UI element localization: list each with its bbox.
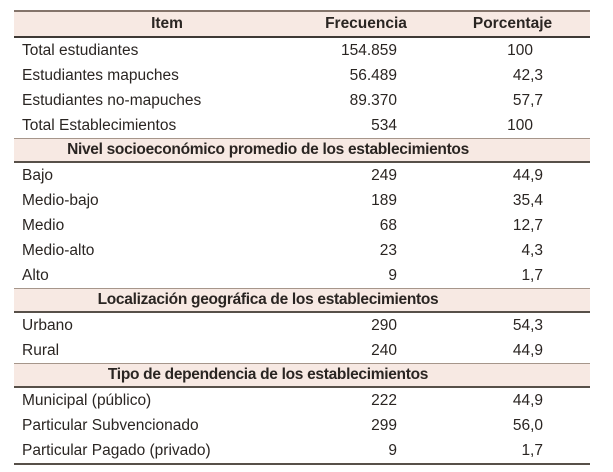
item-cell: Rural	[22, 342, 60, 359]
frequency-cell: 89.370	[349, 92, 397, 109]
percentage-cell: 44,9	[512, 167, 543, 184]
table-row: Urbano 290 54,3	[14, 313, 590, 338]
item-cell: Total estudiantes	[22, 42, 139, 59]
section-header-geographic-location: Localización geográfica de los estableci…	[14, 288, 590, 313]
column-header-percentage: Porcentaje	[472, 15, 553, 32]
frequency-cell: 534	[371, 117, 397, 134]
item-cell: Urbano	[22, 317, 73, 334]
column-header-row: Item Frecuencia Porcentaje	[14, 12, 590, 38]
table-row: Total estudiantes 154.859 100	[14, 38, 590, 63]
table-row: Estudiantes no-mapuches 89.370 57,7	[14, 88, 590, 113]
frequency-cell: 240	[371, 342, 397, 359]
percentage-cell: 57,7	[512, 92, 543, 109]
percentage-cell: 100	[507, 42, 533, 59]
frequency-cell: 68	[379, 217, 397, 234]
descriptive-statistics-table: Item Frecuencia Porcentaje Total estudia…	[14, 10, 590, 465]
item-cell: Estudiantes mapuches	[22, 67, 179, 84]
frequency-cell: 299	[371, 417, 397, 434]
table-row: Total Establecimientos 534 100	[14, 113, 590, 138]
table-row: Alto 9 1,7	[14, 263, 590, 288]
percentage-cell: 4,3	[521, 242, 543, 259]
frequency-cell: 290	[371, 317, 397, 334]
item-cell: Medio-bajo	[22, 192, 99, 209]
percentage-cell: 44,9	[512, 342, 543, 359]
percentage-cell: 44,9	[512, 392, 543, 409]
percentage-cell: 12,7	[512, 217, 543, 234]
percentage-cell: 35,4	[512, 192, 543, 209]
percentage-cell: 100	[507, 117, 533, 134]
frequency-cell: 56.489	[349, 67, 397, 84]
section-header-socioeconomic-level: Nivel socioeconómico promedio de los est…	[14, 138, 590, 163]
table-row: Bajo 249 44,9	[14, 163, 590, 188]
table-row: Particular Subvencionado 299 56,0	[14, 413, 590, 438]
item-cell: Particular Subvencionado	[22, 417, 199, 434]
percentage-cell: 56,0	[512, 417, 543, 434]
item-cell: Medio	[22, 217, 65, 234]
column-header-frequency: Frecuencia	[325, 15, 407, 32]
item-cell: Alto	[22, 267, 49, 284]
frequency-cell: 222	[371, 392, 397, 409]
percentage-cell: 1,7	[521, 442, 543, 459]
frequency-cell: 9	[388, 442, 397, 459]
item-cell: Medio-alto	[22, 242, 95, 259]
table-row: Rural 240 44,9	[14, 338, 590, 363]
table-row: Municipal (público) 222 44,9	[14, 388, 590, 413]
frequency-cell: 154.859	[340, 42, 397, 59]
table-row: Medio-bajo 189 35,4	[14, 188, 590, 213]
table-row: Estudiantes mapuches 56.489 42,3	[14, 63, 590, 88]
column-header-item: Item	[151, 15, 183, 32]
item-cell: Total Establecimientos	[22, 117, 177, 134]
frequency-cell: 189	[371, 192, 397, 209]
section-header-dependency-type: Tipo de dependencia de los establecimien…	[14, 363, 590, 388]
percentage-cell: 42,3	[512, 67, 543, 84]
frequency-cell: 9	[388, 267, 397, 284]
frequency-cell: 23	[379, 242, 397, 259]
item-cell: Particular Pagado (privado)	[22, 442, 211, 459]
frequency-cell: 249	[371, 167, 397, 184]
percentage-cell: 1,7	[521, 267, 543, 284]
item-cell: Municipal (público)	[22, 392, 152, 409]
table-row: Particular Pagado (privado) 9 1,7	[14, 438, 590, 463]
item-cell: Bajo	[22, 167, 54, 184]
percentage-cell: 54,3	[512, 317, 543, 334]
table-row: Medio-alto 23 4,3	[14, 238, 590, 263]
table-row: Medio 68 12,7	[14, 213, 590, 238]
item-cell: Estudiantes no-mapuches	[22, 92, 202, 109]
